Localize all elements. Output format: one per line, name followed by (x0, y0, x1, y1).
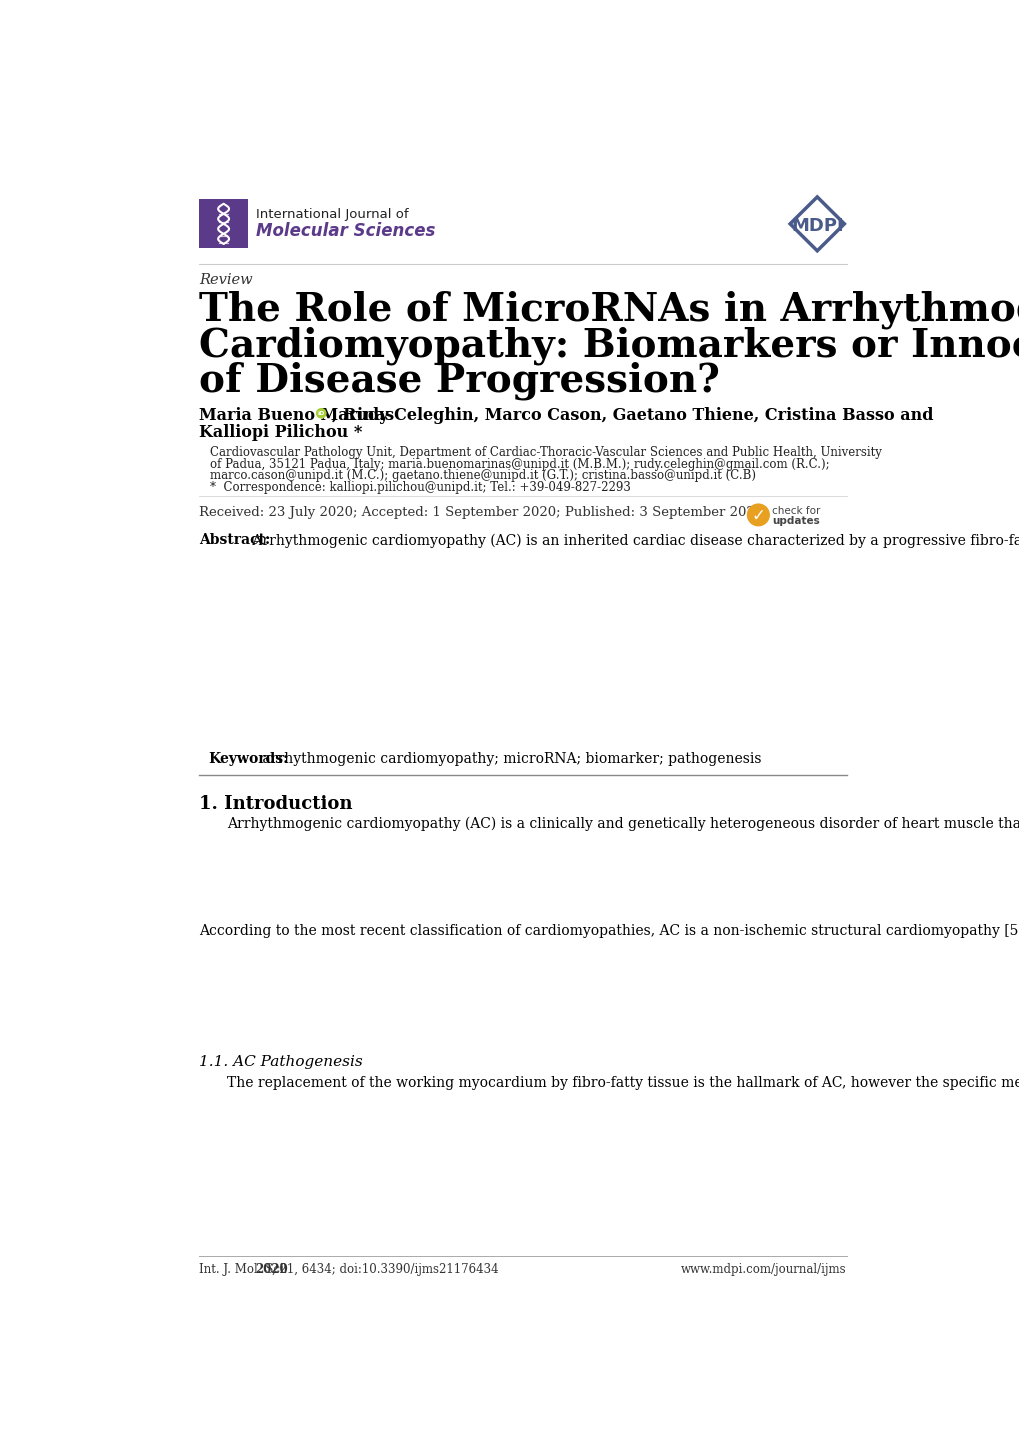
Circle shape (747, 505, 768, 526)
Text: ✓: ✓ (751, 506, 764, 525)
Text: marco.cason@unipd.it (M.C.); gaetano.thiene@unipd.it (G.T.); cristina.basso@unip: marco.cason@unipd.it (M.C.); gaetano.thi… (210, 470, 755, 483)
Text: of Disease Progression?: of Disease Progression? (199, 362, 719, 401)
Text: International Journal of: International Journal of (256, 209, 409, 222)
Text: Cardiomyopathy: Biomarkers or Innocent Bystanders: Cardiomyopathy: Biomarkers or Innocent B… (199, 326, 1019, 365)
Text: Arrhythmogenic cardiomyopathy (AC) is an inherited cardiac disease characterized: Arrhythmogenic cardiomyopathy (AC) is an… (249, 534, 1019, 548)
Text: Int. J. Mol. Sci.: Int. J. Mol. Sci. (199, 1263, 290, 1276)
Text: Molecular Sciences: Molecular Sciences (256, 222, 435, 239)
Text: Cardiovascular Pathology Unit, Department of Cardiac-Thoracic-Vascular Sciences : Cardiovascular Pathology Unit, Departmen… (210, 447, 880, 460)
Text: Maria Bueno Marinas: Maria Bueno Marinas (199, 407, 393, 424)
Text: 1.1. AC Pathogenesis: 1.1. AC Pathogenesis (199, 1054, 362, 1069)
Text: Kalliopi Pilichou *: Kalliopi Pilichou * (199, 424, 362, 441)
FancyBboxPatch shape (199, 199, 249, 248)
Text: According to the most recent classification of cardiomyopathies, AC is a non-isc: According to the most recent classificat… (199, 924, 1019, 939)
Text: The replacement of the working myocardium by fibro-fatty tissue is the hallmark : The replacement of the working myocardiu… (226, 1076, 1019, 1090)
Text: The Role of MicroRNAs in Arrhythmogenic: The Role of MicroRNAs in Arrhythmogenic (199, 291, 1019, 329)
Text: Abstract:: Abstract: (199, 534, 270, 548)
Circle shape (316, 408, 326, 418)
Text: MDPI: MDPI (790, 218, 843, 235)
Text: , Rudy Celeghin, Marco Cason, Gaetano Thiene, Cristina Basso and: , Rudy Celeghin, Marco Cason, Gaetano Th… (332, 407, 932, 424)
Text: updates: updates (771, 516, 819, 526)
Text: check for: check for (771, 506, 820, 516)
Text: Review: Review (199, 273, 252, 287)
Text: Arrhythmogenic cardiomyopathy (AC) is a clinically and genetically heterogeneous: Arrhythmogenic cardiomyopathy (AC) is a … (226, 816, 1019, 831)
Text: 1. Introduction: 1. Introduction (199, 795, 352, 813)
Text: 2020: 2020 (255, 1263, 287, 1276)
Text: www.mdpi.com/journal/ijms: www.mdpi.com/journal/ijms (681, 1263, 846, 1276)
Text: Keywords:: Keywords: (208, 753, 288, 766)
Text: Received: 23 July 2020; Accepted: 1 September 2020; Published: 3 September 2020: Received: 23 July 2020; Accepted: 1 Sept… (199, 506, 762, 519)
Text: , 21, 6434; doi:10.3390/ijms21176434: , 21, 6434; doi:10.3390/ijms21176434 (272, 1263, 498, 1276)
Text: *  Correspondence: kalliopi.pilichou@unipd.it; Tel.: +39-049-827-2293: * Correspondence: kalliopi.pilichou@unip… (210, 482, 630, 495)
Text: iD: iD (317, 411, 325, 417)
Text: arrhythmogenic cardiomyopathy; microRNA; biomarker; pathogenesis: arrhythmogenic cardiomyopathy; microRNA;… (258, 753, 760, 766)
Text: of Padua, 35121 Padua, Italy; maria.buenomarinas@unipd.it (M.B.M.); rudy.celeghi: of Padua, 35121 Padua, Italy; maria.buen… (210, 459, 828, 472)
